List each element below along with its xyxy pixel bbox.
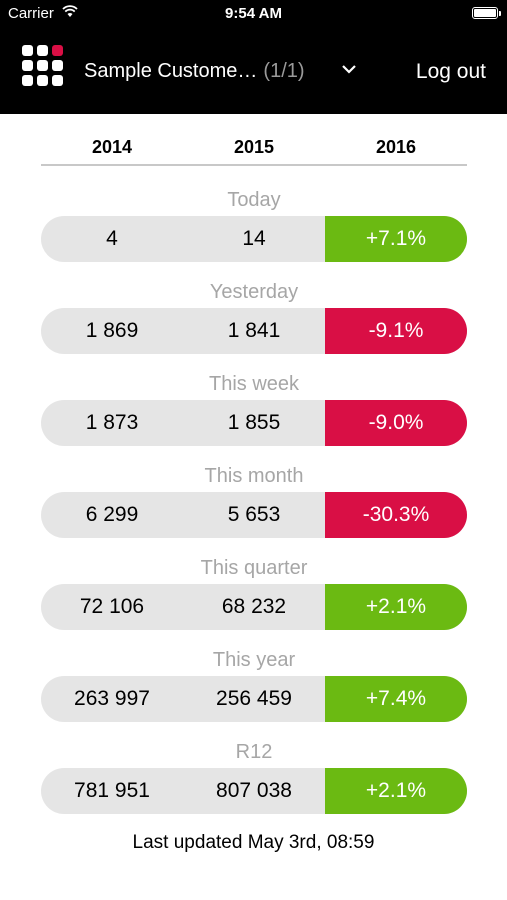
period-label: This month xyxy=(204,465,304,487)
period-label: Today xyxy=(227,189,281,211)
change-badge: -9.1% xyxy=(325,308,467,354)
customer-selector[interactable]: Sample Custome… (1/1) xyxy=(84,60,305,83)
battery-icon xyxy=(472,7,501,19)
app-grid-icon[interactable] xyxy=(22,45,64,87)
value-2015: 5 653 xyxy=(227,503,281,526)
stats-pill: 72 106 68 232 +2.1% xyxy=(41,584,467,630)
wifi-icon xyxy=(62,5,78,17)
year-2016: 2016 xyxy=(375,137,417,157)
value-2014: 781 951 xyxy=(74,779,150,802)
value-2015: 256 459 xyxy=(216,687,292,710)
chevron-down-icon[interactable] xyxy=(342,64,356,74)
year-2014: 2014 xyxy=(91,137,133,157)
nav-bar: Sample Custome… (1/1) Log out xyxy=(0,28,507,114)
value-2014: 72 106 xyxy=(79,595,145,618)
customer-count: (1/1) xyxy=(263,60,305,82)
period-label: Yesterday xyxy=(209,281,299,303)
period-label: This year xyxy=(212,649,296,671)
change-badge: +2.1% xyxy=(325,768,467,814)
change-badge: +2.1% xyxy=(325,584,467,630)
value-2014: 6 299 xyxy=(85,503,139,526)
last-updated-label: Last updated May 3rd, 08:59 xyxy=(132,832,375,853)
change-badge: -9.0% xyxy=(325,400,467,446)
period-label: This week xyxy=(208,373,300,395)
year-header: 2014 2015 2016 xyxy=(41,134,467,166)
value-2014: 4 xyxy=(106,227,118,250)
value-2014: 263 997 xyxy=(74,687,150,710)
year-2015: 2015 xyxy=(233,137,275,157)
stats-pill: 1 869 1 841 -9.1% xyxy=(41,308,467,354)
status-bar: Carrier 9:54 AM xyxy=(0,0,507,28)
stats-pill: 1 873 1 855 -9.0% xyxy=(41,400,467,446)
change-badge: +7.4% xyxy=(325,676,467,722)
carrier-label: Carrier xyxy=(8,5,54,22)
value-2014: 1 869 xyxy=(85,319,139,342)
value-2015: 1 855 xyxy=(227,411,281,434)
stats-pill: 263 997 256 459 +7.4% xyxy=(41,676,467,722)
stats-pill: 4 14 +7.1% xyxy=(41,216,467,262)
customer-name: Sample Custome… xyxy=(84,60,258,82)
change-badge: -30.3% xyxy=(325,492,467,538)
logout-button[interactable]: Log out xyxy=(415,60,486,83)
change-badge: +7.1% xyxy=(325,216,467,262)
period-label: R12 xyxy=(235,741,273,763)
value-2015: 1 841 xyxy=(227,319,281,342)
value-2015: 14 xyxy=(242,227,266,250)
clock: 9:54 AM xyxy=(225,5,282,22)
stats-pill: 6 299 5 653 -30.3% xyxy=(41,492,467,538)
period-label: This quarter xyxy=(200,557,308,579)
value-2014: 1 873 xyxy=(85,411,139,434)
value-2015: 807 038 xyxy=(216,779,292,802)
value-2015: 68 232 xyxy=(221,595,287,618)
stats-pill: 781 951 807 038 +2.1% xyxy=(41,768,467,814)
